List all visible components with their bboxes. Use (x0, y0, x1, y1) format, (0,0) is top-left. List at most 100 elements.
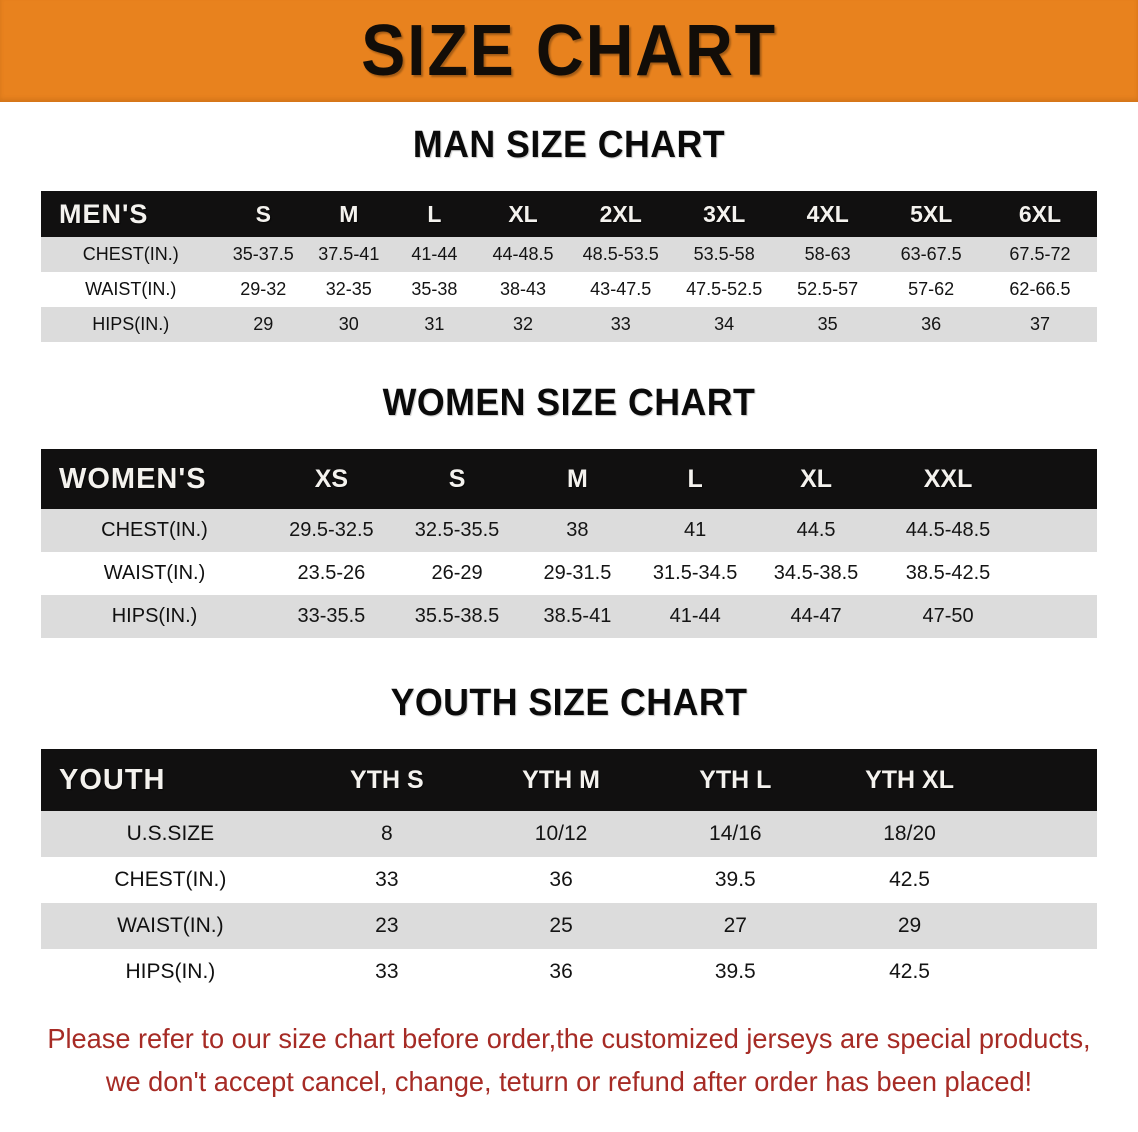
table-cell: 18/20 (822, 811, 997, 857)
table-cell: 31 (391, 307, 478, 342)
man-section-title: MAN SIZE CHART (412, 124, 726, 166)
women-header-label: WOMEN'S (41, 449, 269, 509)
table-cell: 23 (299, 903, 474, 949)
table-cell: 44.5 (754, 509, 878, 552)
women-col-header: M (519, 449, 636, 509)
man-col-header: 2XL (568, 191, 673, 237)
table-cell: 38.5-41 (519, 595, 636, 638)
women-col-header: S (394, 449, 520, 509)
man-table-header: MEN'S S M L XL 2XL 3XL 4XL 5XL 6XL (41, 191, 1097, 237)
women-size-table-wrap: WOMEN'S XS S M L XL XXL CHEST(IN.) 29.5-… (41, 449, 1097, 638)
table-cell-spacer (996, 857, 1097, 903)
women-table-body: CHEST(IN.) 29.5-32.5 32.5-35.5 38 41 44.… (41, 509, 1097, 638)
table-cell: 39.5 (648, 857, 823, 903)
table-cell: 57-62 (879, 272, 983, 307)
table-cell: 29 (822, 903, 997, 949)
youth-size-table: YOUTH YTH S YTH M YTH L YTH XL U.S.SIZE … (41, 749, 1097, 995)
row-label: WAIST(IN.) (41, 272, 221, 307)
page-banner: SIZE CHART (0, 0, 1138, 102)
table-cell: 35-38 (391, 272, 478, 307)
table-cell: 27 (648, 903, 823, 949)
man-col-header: S (220, 191, 307, 237)
table-cell: 35-37.5 (220, 237, 307, 272)
women-section-title: WOMEN SIZE CHART (382, 382, 756, 424)
return-policy-disclaimer: Please refer to our size chart before or… (36, 1017, 1103, 1104)
table-cell: 41 (635, 509, 755, 552)
table-cell: 41-44 (391, 237, 478, 272)
youth-col-header: YTH L (648, 749, 823, 811)
table-cell: 43-47.5 (568, 272, 673, 307)
row-label: CHEST(IN.) (41, 237, 221, 272)
row-label: WAIST(IN.) (41, 552, 269, 595)
youth-table-body: U.S.SIZE 8 10/12 14/16 18/20 CHEST(IN.) … (41, 811, 1097, 995)
youth-header-label: YOUTH (41, 749, 300, 811)
table-cell: 32.5-35.5 (394, 509, 520, 552)
table-cell: 36 (473, 857, 649, 903)
man-col-header: M (306, 191, 392, 237)
table-cell: 58-63 (775, 237, 880, 272)
table-row: CHEST(IN.) 33 36 39.5 42.5 (41, 857, 1097, 903)
table-cell: 33-35.5 (268, 595, 395, 638)
table-cell: 25 (473, 903, 649, 949)
youth-col-header: YTH XL (822, 749, 997, 811)
table-cell: 41-44 (635, 595, 755, 638)
man-col-header: L (391, 191, 478, 237)
table-cell: 32 (477, 307, 569, 342)
row-label: CHEST(IN.) (41, 509, 269, 552)
table-cell: 53.5-58 (672, 237, 776, 272)
youth-col-header: YTH S (299, 749, 474, 811)
table-cell-spacer (996, 811, 1097, 857)
table-cell: 52.5-57 (775, 272, 880, 307)
youth-table-header: YOUTH YTH S YTH M YTH L YTH XL (41, 749, 1097, 811)
row-label: WAIST(IN.) (41, 903, 300, 949)
table-cell: 8 (299, 811, 474, 857)
table-cell: 63-67.5 (879, 237, 983, 272)
table-cell: 34 (672, 307, 776, 342)
table-cell: 34.5-38.5 (754, 552, 878, 595)
table-row: U.S.SIZE 8 10/12 14/16 18/20 (41, 811, 1097, 857)
row-label: HIPS(IN.) (41, 307, 221, 342)
table-row: WAIST(IN.) 23.5-26 26-29 29-31.5 31.5-34… (41, 552, 1097, 595)
table-cell: 32-35 (306, 272, 392, 307)
disclaimer-line-1: Please refer to our size chart before or… (47, 1023, 1091, 1054)
table-row: HIPS(IN.) 33-35.5 35.5-38.5 38.5-41 41-4… (41, 595, 1097, 638)
table-cell: 37.5-41 (306, 237, 392, 272)
table-cell: 48.5-53.5 (568, 237, 673, 272)
table-cell: 37 (982, 307, 1097, 342)
table-cell: 44-47 (754, 595, 878, 638)
man-header-label: MEN'S (41, 191, 221, 237)
women-header-spacer (1018, 449, 1097, 509)
man-col-header: 4XL (775, 191, 880, 237)
page-title: SIZE CHART (361, 11, 777, 91)
youth-section-title: YOUTH SIZE CHART (390, 682, 748, 724)
table-cell: 47.5-52.5 (672, 272, 776, 307)
table-cell: 14/16 (648, 811, 823, 857)
table-cell: 29.5-32.5 (268, 509, 395, 552)
table-cell: 29-31.5 (519, 552, 636, 595)
man-header-row: MEN'S S M L XL 2XL 3XL 4XL 5XL 6XL (41, 191, 1097, 237)
disclaimer-line-2: we don't accept cancel, change, teturn o… (105, 1066, 1033, 1098)
row-label: HIPS(IN.) (41, 949, 300, 995)
table-cell: 33 (299, 949, 474, 995)
table-cell: 33 (299, 857, 474, 903)
table-cell: 36 (473, 949, 649, 995)
table-cell: 39.5 (648, 949, 823, 995)
table-cell: 29 (220, 307, 307, 342)
table-row: HIPS(IN.) 29 30 31 32 33 34 35 36 37 (41, 307, 1097, 342)
table-cell: 67.5-72 (982, 237, 1097, 272)
table-cell: 42.5 (822, 949, 997, 995)
table-cell: 35.5-38.5 (394, 595, 520, 638)
youth-header-row: YOUTH YTH S YTH M YTH L YTH XL (41, 749, 1097, 811)
youth-col-header: YTH M (473, 749, 649, 811)
table-cell: 23.5-26 (268, 552, 395, 595)
table-cell-spacer (1018, 595, 1097, 638)
table-cell: 42.5 (822, 857, 997, 903)
man-col-header: XL (477, 191, 569, 237)
women-size-table: WOMEN'S XS S M L XL XXL CHEST(IN.) 29.5-… (41, 449, 1097, 638)
row-label: U.S.SIZE (41, 811, 300, 857)
table-row: WAIST(IN.) 29-32 32-35 35-38 38-43 43-47… (41, 272, 1097, 307)
youth-header-spacer (996, 749, 1097, 811)
women-table-header: WOMEN'S XS S M L XL XXL (41, 449, 1097, 509)
table-cell: 62-66.5 (982, 272, 1097, 307)
man-col-header: 6XL (982, 191, 1097, 237)
